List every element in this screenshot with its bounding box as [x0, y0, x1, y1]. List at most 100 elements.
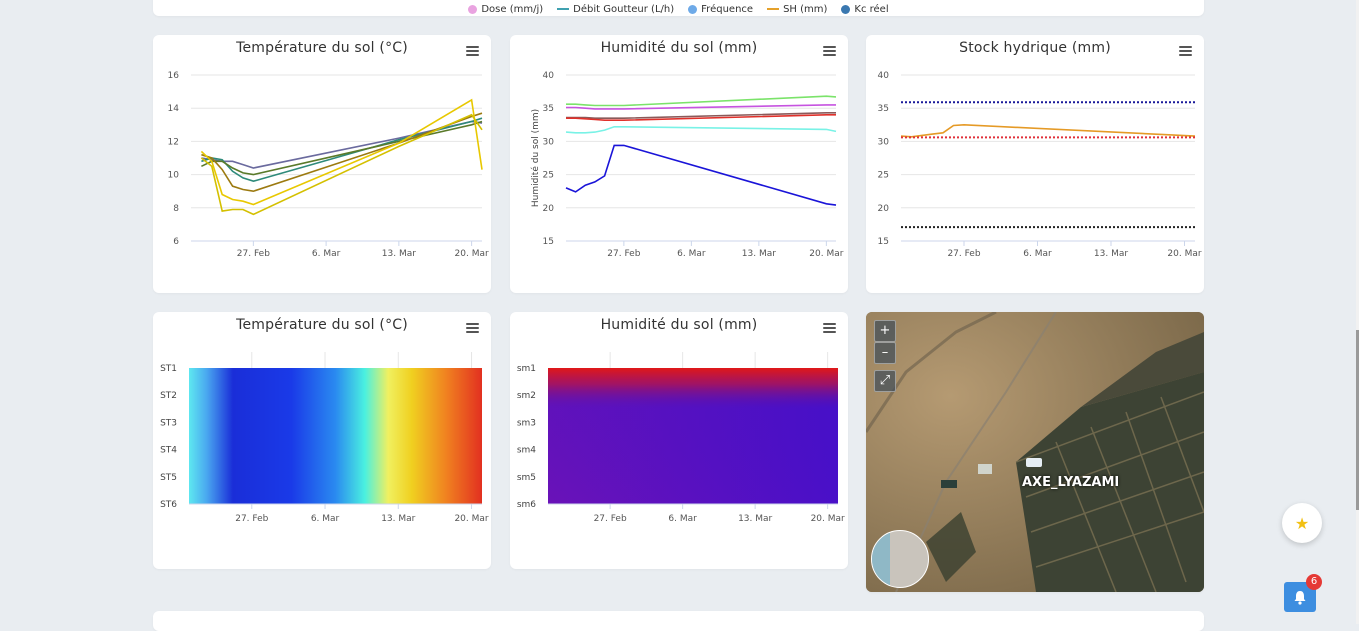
y-tick-label: 30	[878, 137, 890, 147]
chart-menu-icon[interactable]	[1179, 46, 1192, 57]
y-axis-label: Humidité du sol (mm)	[530, 109, 541, 207]
x-tick-label: 6. Mar	[668, 514, 697, 524]
y-tick-label: 6	[173, 237, 179, 247]
y-category-label: ST1	[160, 364, 177, 374]
scrollbar-thumb[interactable]	[1356, 330, 1359, 510]
y-category-label: ST2	[160, 391, 177, 401]
legend-card: Dose (mm/j) Débit Goutteur (L/h) Fréquen…	[153, 0, 1204, 16]
legend-line	[767, 8, 780, 10]
y-tick-label: 14	[168, 104, 180, 114]
legend-item-dose[interactable]: Dose (mm/j)	[468, 4, 543, 15]
favorite-button[interactable]: ★	[1282, 503, 1322, 543]
legend-line	[557, 8, 570, 10]
y-category-label: sm6	[517, 500, 536, 510]
chart-title: Humidité du sol (mm)	[600, 317, 758, 333]
series-line-3	[566, 112, 836, 119]
series-line-5	[200, 98, 483, 206]
x-tick-label: 20. Mar	[1167, 249, 1201, 259]
x-tick-label: 13. Mar	[1094, 249, 1128, 259]
y-tick-label: 12	[168, 137, 179, 147]
star-icon: ★	[1294, 513, 1310, 533]
scrollbar-track[interactable]	[1356, 0, 1359, 624]
y-category-label: sm1	[517, 364, 536, 374]
y-category-label: ST6	[160, 500, 177, 510]
y-tick-label: 25	[543, 171, 554, 181]
x-tick-label: 20. Mar	[811, 514, 845, 524]
y-category-label: sm2	[517, 391, 536, 401]
x-tick-label: 13. Mar	[738, 514, 772, 524]
soil-moisture-heatmap-card: Humidité du sol (mm) sm1 sm2 sm3 sm4 sm5 sm6 2…	[510, 312, 848, 569]
y-tick-label: 25	[878, 171, 889, 181]
x-tick-label: 6. Mar	[311, 514, 340, 524]
bell-icon	[1294, 590, 1306, 605]
chart-title: Humidité du sol (mm)	[600, 40, 758, 56]
chart-title: Température du sol (°C)	[236, 317, 408, 333]
y-tick-label: 30	[543, 137, 555, 147]
heatmap-cells	[189, 368, 482, 504]
chart-menu-icon[interactable]	[823, 323, 836, 334]
soil-temperature-heatmap-card: Température du sol (°C) ST1 ST2 ST3 ST4 ST5 S…	[153, 312, 491, 569]
x-tick-label: 6. Mar	[1023, 249, 1052, 259]
satellite-map[interactable]: + – ⤢ AXE_LYAZAMI	[866, 312, 1204, 592]
x-tick-label: 20. Mar	[454, 514, 488, 524]
heatmap-overlay	[548, 368, 838, 504]
legend-item-debit[interactable]: Débit Goutteur (L/h)	[557, 4, 674, 15]
y-category-label: sm5	[517, 473, 536, 483]
zoom-out-button[interactable]: –	[874, 342, 896, 364]
x-tick-label: 27. Feb	[237, 249, 270, 259]
x-tick-label: 13. Mar	[742, 249, 776, 259]
x-tick-label: 6. Mar	[677, 249, 706, 259]
y-category-label: ST5	[160, 473, 177, 483]
series-line-4	[566, 114, 836, 121]
map-marker-icon[interactable]	[1026, 458, 1042, 467]
soil-moisture-heatmap: sm1 sm2 sm3 sm4 sm5 sm6 27. Feb 6. Mar 13. Mar 20…	[517, 352, 845, 524]
next-section-card	[153, 611, 1204, 631]
y-tick-label: 16	[168, 71, 180, 81]
x-tick-label: 27. Feb	[947, 249, 980, 259]
x-tick-label: 13. Mar	[382, 249, 416, 259]
x-tick-label: 20. Mar	[455, 249, 489, 259]
series-line-5	[565, 126, 837, 134]
y-category-label: ST4	[160, 446, 177, 456]
series-line-2	[201, 117, 483, 183]
satellite-imagery	[866, 312, 1204, 592]
x-tick-label: 20. Mar	[809, 249, 843, 259]
y-category-label: ST3	[160, 418, 177, 428]
chart-menu-icon[interactable]	[466, 46, 479, 57]
soil-temperature-chart-card: Température du sol (°C) 6 8 10 12 14 16 27. Fe…	[153, 35, 491, 293]
chart-menu-icon[interactable]	[466, 323, 479, 334]
chart-title: Température du sol (°C)	[236, 40, 408, 56]
zoom-in-button[interactable]: +	[874, 320, 896, 342]
y-tick-label: 20	[543, 204, 555, 214]
soil-temperature-line-chart: 6 8 10 12 14 16 27. Feb 6. Mar 13. Mar 20. Mar	[168, 71, 489, 259]
minimap-thumbnail[interactable]	[871, 530, 929, 588]
legend-dot	[468, 4, 478, 14]
series-line-4	[201, 112, 483, 193]
series-line-1	[566, 95, 837, 107]
x-tick-label: 6. Mar	[312, 249, 341, 259]
y-tick-label: 35	[543, 104, 554, 114]
legend-dot	[688, 4, 698, 14]
y-tick-label: 20	[878, 204, 890, 214]
series-line-1	[900, 123, 1196, 138]
chart-title: Stock hydrique (mm)	[959, 40, 1111, 56]
chart-menu-icon[interactable]	[823, 46, 836, 57]
soil-moisture-chart-card: Humidité du sol (mm) 15 20 25 30 35 40 27. Feb…	[510, 35, 848, 293]
map-marker-label: AXE_LYAZAMI	[1022, 475, 1120, 490]
y-tick-label: 8	[173, 204, 179, 214]
x-tick-label: 27. Feb	[594, 514, 627, 524]
series-line-2	[566, 104, 836, 110]
soil-moisture-line-chart: 15 20 25 30 35 40 27. Feb 6. Mar 13. Mar 20. Mar H…	[530, 71, 844, 259]
y-tick-label: 40	[543, 71, 555, 81]
y-category-label: sm4	[517, 446, 536, 456]
x-tick-label: 27. Feb	[235, 514, 268, 524]
y-tick-label: 35	[878, 104, 889, 114]
fullscreen-button[interactable]: ⤢	[874, 370, 896, 392]
chart-legend: Dose (mm/j) Débit Goutteur (L/h) Fréquen…	[153, 0, 1204, 16]
soil-temperature-heatmap: ST1 ST2 ST3 ST4 ST5 ST6 27. Feb 6. Mar 13. Mar 20…	[160, 352, 489, 524]
x-tick-label: 13. Mar	[381, 514, 415, 524]
legend-item-sh[interactable]: SH (mm)	[767, 4, 827, 15]
y-tick-label: 15	[543, 237, 554, 247]
legend-item-kc[interactable]: Kc réel	[841, 4, 889, 15]
legend-item-frequence[interactable]: Fréquence	[688, 4, 753, 15]
